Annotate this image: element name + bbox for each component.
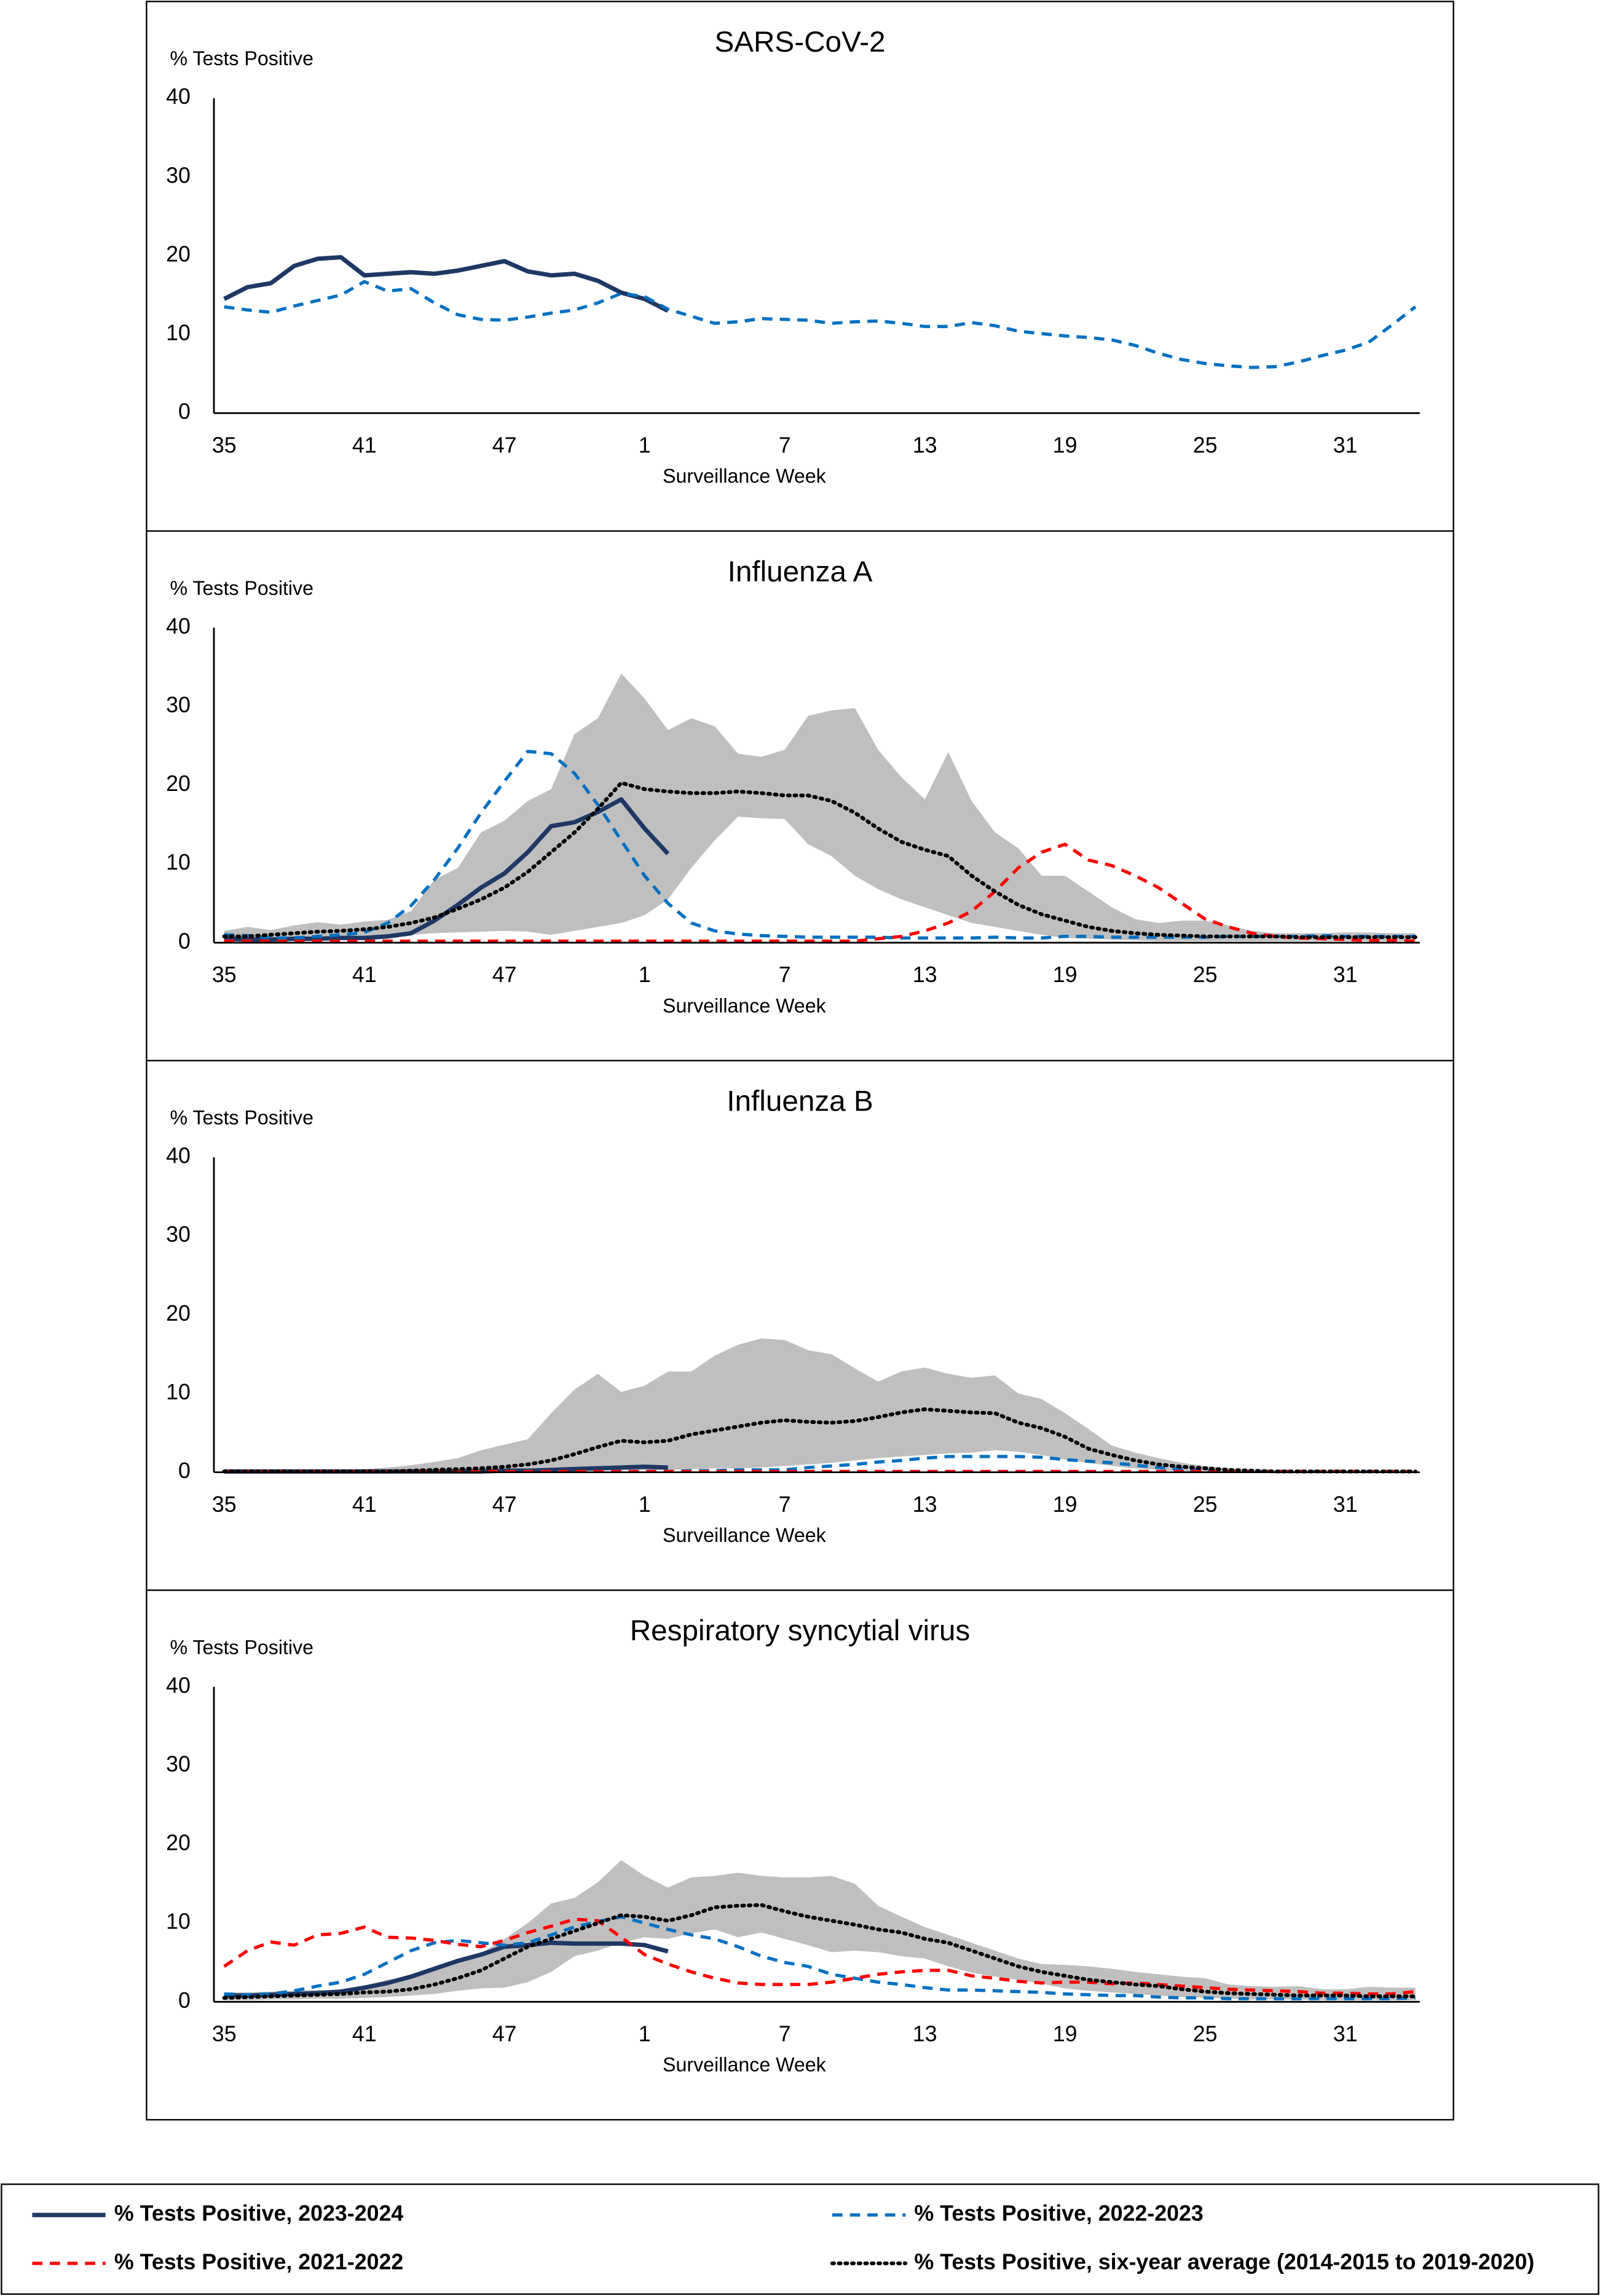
y-tick-label: 30 <box>166 163 191 187</box>
y-tick-label: 0 <box>178 1988 191 2013</box>
x-tick-label: 1 <box>639 433 651 457</box>
y-tick-label: 10 <box>166 1380 191 1404</box>
x-tick-label: 13 <box>913 2022 937 2046</box>
y-tick-label: 30 <box>166 693 191 717</box>
series-line <box>222 1903 1417 2000</box>
x-tick-label: 41 <box>352 962 377 987</box>
chart-title: Influenza A <box>728 556 873 588</box>
y-tick-label: 20 <box>166 771 191 796</box>
x-tick-label: 7 <box>779 1492 791 1517</box>
y-axis-label: % Tests Positive <box>170 577 314 599</box>
y-axis-label: % Tests Positive <box>170 1636 314 1658</box>
x-tick-label: 1 <box>639 1492 651 1517</box>
y-tick-label: 40 <box>166 1144 191 1168</box>
y-tick-label: 0 <box>178 929 191 953</box>
chart-title: Respiratory syncytial virus <box>630 1614 971 1647</box>
y-tick-label: 20 <box>166 1301 191 1326</box>
x-tick-label: 41 <box>352 433 377 457</box>
x-tick-label: 41 <box>352 1492 377 1517</box>
y-tick-label: 0 <box>178 399 191 424</box>
y-tick-label: 20 <box>166 1831 191 1855</box>
series-line <box>224 1915 1416 2000</box>
x-tick-label: 1 <box>639 2022 651 2046</box>
x-tick-label: 25 <box>1193 2022 1218 2046</box>
x-axis-label: Surveillance Week <box>663 1524 827 1546</box>
x-tick-label: 35 <box>212 2022 237 2046</box>
legend-label: % Tests Positive, 2021-2022 <box>114 2249 403 2274</box>
x-tick-label: 25 <box>1193 433 1218 457</box>
x-tick-label: 47 <box>492 2022 517 2046</box>
y-tick-label: 40 <box>166 614 191 639</box>
y-tick-label: 40 <box>166 1673 191 1697</box>
x-tick-label: 47 <box>492 962 517 987</box>
range-band <box>224 1860 1416 2000</box>
x-tick-label: 13 <box>913 433 937 457</box>
x-tick-label: 1 <box>639 962 651 987</box>
range-band <box>224 1338 1416 1472</box>
x-tick-label: 25 <box>1193 962 1218 987</box>
x-tick-label: 41 <box>352 2022 377 2046</box>
legend-label: % Tests Positive, 2023-2024 <box>114 2201 403 2226</box>
x-tick-label: 7 <box>779 2022 791 2046</box>
chart-title: SARS-CoV-2 <box>714 26 885 58</box>
y-tick-label: 20 <box>166 242 191 266</box>
x-tick-label: 31 <box>1333 962 1358 987</box>
x-tick-label: 35 <box>212 433 237 457</box>
x-axis-label: Surveillance Week <box>663 994 827 1016</box>
x-tick-label: 31 <box>1333 433 1358 457</box>
y-tick-label: 30 <box>166 1751 191 1776</box>
x-axis-label: Surveillance Week <box>663 2054 827 2076</box>
y-tick-label: 0 <box>178 1458 191 1483</box>
y-tick-label: 30 <box>166 1222 191 1247</box>
x-tick-label: 31 <box>1333 2022 1358 2046</box>
x-tick-label: 35 <box>212 962 237 987</box>
x-tick-label: 47 <box>492 1492 517 1517</box>
y-tick-label: 40 <box>166 84 191 109</box>
x-tick-label: 47 <box>492 433 517 457</box>
x-tick-label: 31 <box>1333 1492 1358 1517</box>
x-tick-label: 7 <box>779 433 791 457</box>
range-band <box>224 673 1416 942</box>
x-tick-label: 19 <box>1053 2022 1078 2046</box>
legend-label: % Tests Positive, 2022-2023 <box>914 2201 1203 2226</box>
series-line <box>222 780 1417 940</box>
y-tick-label: 10 <box>166 321 191 345</box>
series-line <box>223 1917 1416 1996</box>
x-tick-label: 13 <box>913 1492 937 1517</box>
series-line <box>224 280 1417 369</box>
legend-frame <box>1 2183 1599 2295</box>
legend-label: % Tests Positive, six-year average (2014… <box>914 2249 1534 2274</box>
x-tick-label: 13 <box>913 962 937 987</box>
x-tick-label: 19 <box>1053 1492 1078 1517</box>
y-tick-label: 10 <box>166 1909 191 1934</box>
x-tick-label: 19 <box>1053 433 1078 457</box>
y-tick-label: 10 <box>166 850 191 875</box>
chart-title: Influenza B <box>727 1085 873 1118</box>
series-line <box>222 1407 1417 1474</box>
series-line <box>223 254 669 313</box>
x-axis-label: Surveillance Week <box>663 465 827 487</box>
x-tick-label: 35 <box>212 1492 237 1517</box>
y-axis-label: % Tests Positive <box>170 47 314 69</box>
series-line <box>224 843 1416 943</box>
x-tick-label: 25 <box>1193 1492 1218 1517</box>
x-tick-label: 19 <box>1053 962 1078 987</box>
x-tick-label: 7 <box>779 962 791 987</box>
y-axis-label: % Tests Positive <box>170 1107 314 1129</box>
